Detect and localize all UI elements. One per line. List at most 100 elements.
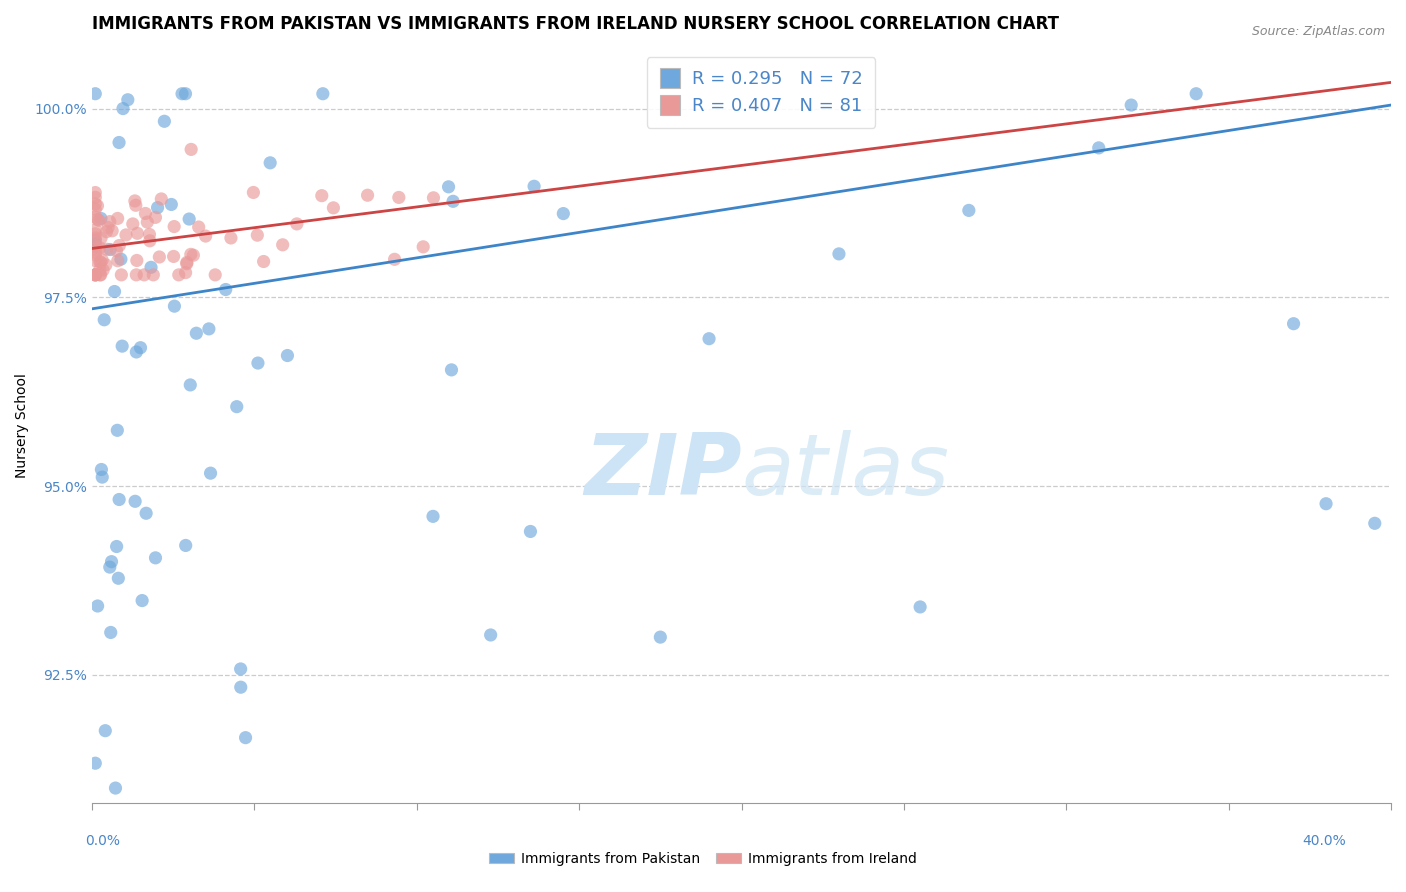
Point [194,229,217,244]
Point [89,241,111,255]
Point [124,494,146,508]
Point [285,217,308,231]
Point [242,186,264,200]
Point [160,197,183,211]
Point [136,215,159,229]
Point [204,268,226,282]
Point [90,211,112,226]
Point [110,268,132,282]
Point [229,662,252,676]
Point [138,227,160,242]
Point [1185,87,1208,101]
Point [111,339,134,353]
Legend: R = 0.295   N = 72, R = 0.407   N = 81: R = 0.295 N = 72, R = 0.407 N = 81 [647,57,875,128]
Point [108,136,131,150]
Point [90,268,112,282]
Point [84,756,107,771]
Point [183,248,205,262]
Point [179,378,201,392]
Point [86,212,108,227]
Point [84,237,107,252]
Point [125,268,148,282]
Point [650,630,672,644]
Point [440,363,463,377]
Point [162,249,184,263]
Point [127,227,149,241]
Point [105,540,128,554]
Point [97,220,120,235]
Point [163,299,186,313]
Point [176,255,198,269]
Text: ZIP: ZIP [583,430,741,513]
Point [84,268,107,282]
Point [1315,497,1337,511]
Point [180,142,202,156]
Point [384,252,406,267]
Point [110,252,132,267]
Point [84,242,107,256]
Point [125,253,148,268]
Point [89,268,111,282]
Point [312,87,335,101]
Point [105,244,128,258]
Point [105,423,128,437]
Point [117,93,139,107]
Point [957,203,980,218]
Point [219,231,242,245]
Point [103,285,125,299]
Point [422,191,444,205]
Point [153,114,176,128]
Point [187,220,209,235]
Point [131,593,153,607]
Point [94,723,117,738]
Point [134,268,156,282]
Point [441,194,464,209]
Point [322,201,344,215]
Point [84,87,107,101]
Point [246,228,269,243]
Point [91,252,114,267]
Point [388,190,411,204]
Point [100,555,122,569]
Point [179,212,201,227]
Point [104,780,127,795]
Point [139,234,162,248]
Point [94,258,117,272]
Point [422,509,444,524]
Point [142,268,165,282]
Point [356,188,378,202]
Point [84,231,107,245]
Point [89,262,111,277]
Point [107,211,129,226]
Point [180,247,202,261]
Point [121,217,143,231]
Point [84,190,107,204]
Point [84,233,107,247]
Point [87,213,110,227]
Point [84,253,107,268]
Point [98,214,121,228]
Point [115,227,138,242]
Y-axis label: Nursery School: Nursery School [15,374,30,478]
Point [108,238,131,252]
Point [253,254,276,268]
Point [235,731,257,745]
Point [828,247,851,261]
Point [112,102,135,116]
Point [198,322,221,336]
Point [200,466,222,480]
Point [174,538,197,552]
Point [1364,516,1386,531]
Point [553,206,575,220]
Point [908,599,931,614]
Point [125,198,148,212]
Point [150,192,173,206]
Point [176,257,198,271]
Point [96,225,118,239]
Point [89,254,111,268]
Point [125,345,148,359]
Point [107,253,129,268]
Point [90,255,112,269]
Point [124,194,146,208]
Point [229,680,252,694]
